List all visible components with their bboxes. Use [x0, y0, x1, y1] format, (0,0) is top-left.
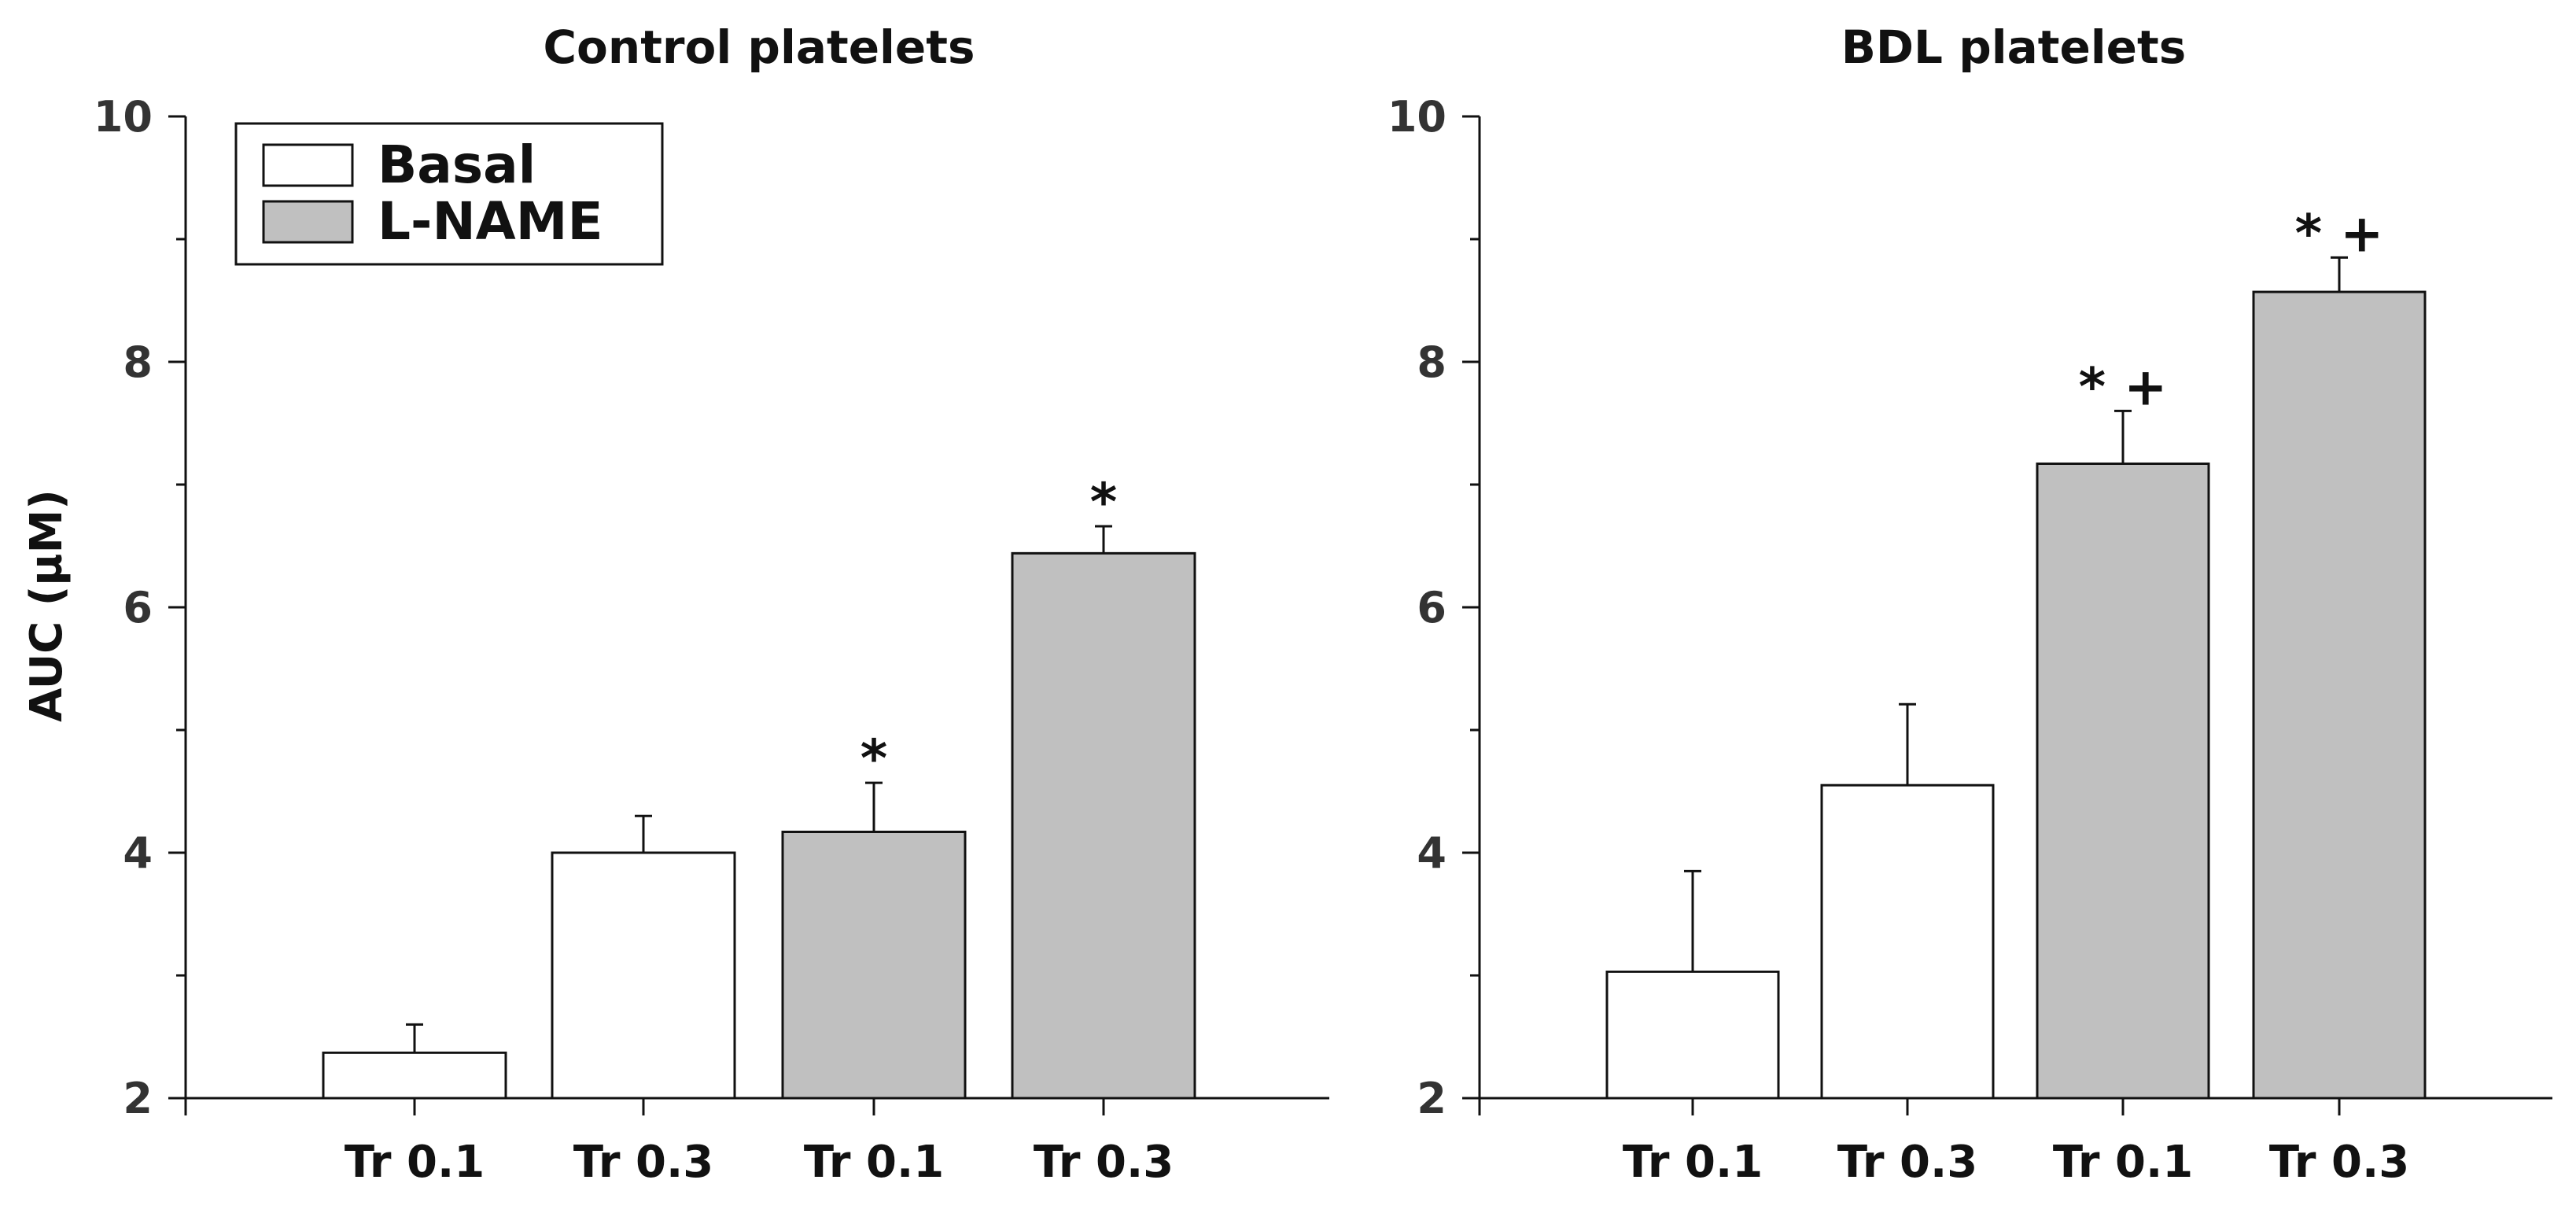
legend-label-lname: L-NAME: [378, 191, 603, 252]
bar: [1820, 783, 1995, 1100]
x-tick-label: Tr 0.3: [2269, 1137, 2409, 1188]
y-tick-label: 2: [123, 1074, 153, 1123]
chart-panel-control: Control platelets 2 4 6 8 10 Tr 0.1 Tr 0.3 Tr 0…: [94, 20, 1329, 1188]
bar: [1605, 970, 1780, 1100]
legend-swatch-lname: [262, 200, 354, 244]
legend: Basal L-NAME: [234, 122, 664, 266]
y-tick-label: 6: [123, 583, 153, 632]
y-tick-label: 4: [123, 828, 153, 878]
y-tick-label: 8: [1417, 337, 1446, 387]
y-tick-label: 2: [1417, 1074, 1446, 1123]
x-tick-label: Tr 0.1: [2053, 1137, 2193, 1188]
y-axis-label: AUC (µM): [21, 489, 72, 722]
chart-panel-bdl: BDL platelets 2 4 6 8 10 Tr 0.1 Tr 0.3 Tr 0.1 Tr…: [1388, 20, 2552, 1188]
x-tick-label: Tr 0.3: [1837, 1137, 1977, 1188]
x-tick-label: Tr 0.1: [804, 1137, 944, 1188]
legend-swatch-basal: [262, 143, 354, 187]
bar: [1011, 551, 1196, 1100]
significance-annotation: *: [861, 728, 888, 789]
bar: [2252, 290, 2427, 1100]
y-tick-label: 4: [1417, 828, 1446, 878]
y-tick-label: 8: [123, 337, 153, 387]
bar: [2036, 462, 2210, 1100]
significance-annotation: *: [1090, 472, 1118, 533]
x-tick-label: Tr 0.1: [345, 1137, 485, 1188]
chart-title-bdl: BDL platelets: [1841, 20, 2187, 74]
y-tick-label: 10: [1388, 92, 1446, 142]
chart-title-control: Control platelets: [543, 20, 975, 74]
significance-annotation: * +: [2079, 356, 2168, 417]
y-tick-label: 10: [94, 92, 153, 142]
x-tick-label: Tr 0.1: [1623, 1137, 1763, 1188]
bar: [781, 830, 967, 1100]
legend-label-basal: Basal: [378, 135, 536, 195]
y-tick-label: 6: [1417, 583, 1446, 632]
bar: [551, 851, 736, 1100]
plot-area-control: 2 4 6 8 10 Tr 0.1 Tr 0.3 Tr 0.1 Tr 0.3 * *: [94, 92, 1329, 1188]
x-tick-label: Tr 0.3: [573, 1137, 713, 1188]
bar: [322, 1051, 507, 1100]
significance-annotation: * +: [2295, 203, 2384, 264]
plot-area-bdl: 2 4 6 8 10 Tr 0.1 Tr 0.3 Tr 0.1 Tr 0.3 * + * +: [1388, 92, 2552, 1188]
x-tick-label: Tr 0.3: [1034, 1137, 1174, 1188]
